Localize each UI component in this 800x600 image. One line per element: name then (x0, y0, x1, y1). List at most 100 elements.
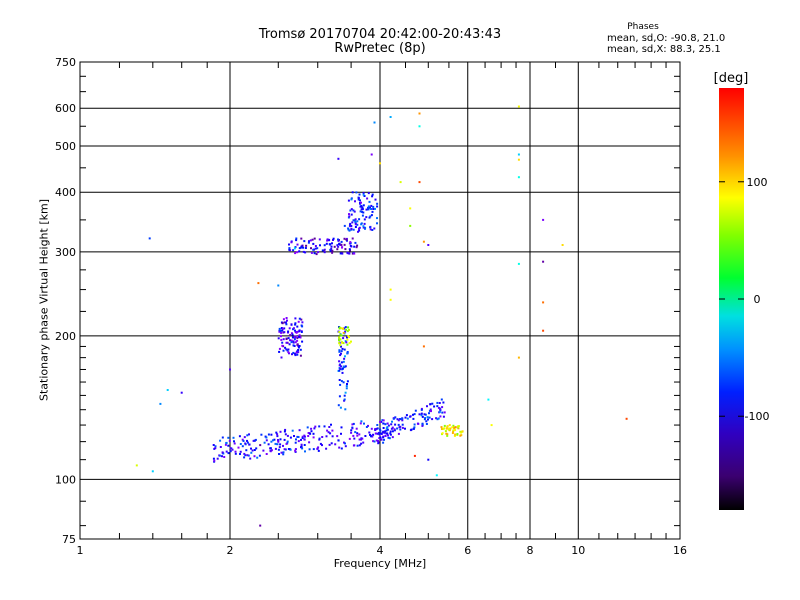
data-point (338, 342, 341, 345)
data-point (282, 444, 284, 447)
data-point (258, 454, 261, 457)
data-point (292, 344, 295, 347)
data-point (321, 249, 324, 252)
data-point (274, 442, 277, 445)
data-point (290, 323, 293, 326)
data-point (425, 420, 428, 423)
data-point (364, 227, 366, 230)
data-point (327, 239, 330, 242)
data-point (300, 246, 303, 249)
data-point (371, 193, 374, 196)
data-point (287, 337, 290, 340)
data-point (365, 208, 368, 211)
data-point (135, 464, 138, 467)
data-point (229, 368, 231, 371)
data-point (542, 329, 545, 332)
data-point (368, 431, 371, 434)
data-point (306, 426, 309, 429)
data-point (404, 416, 407, 419)
data-point (346, 338, 349, 341)
data-point (373, 227, 376, 230)
data-point (294, 441, 297, 444)
phase-stats-heading: Phases (627, 22, 659, 32)
data-point (298, 345, 301, 347)
data-point (413, 423, 416, 426)
plot-frame (79, 61, 681, 540)
data-point (360, 205, 363, 208)
data-point (298, 429, 301, 432)
data-point (343, 394, 346, 397)
data-point (362, 204, 365, 207)
data-point (281, 341, 284, 344)
data-point (303, 438, 306, 441)
data-point (310, 251, 313, 254)
data-point (344, 248, 347, 251)
data-point (295, 438, 297, 441)
data-point (280, 327, 283, 329)
data-point (413, 454, 416, 457)
data-point (337, 439, 340, 442)
colorbar-tick-label: 100 (747, 176, 768, 189)
data-point (542, 260, 545, 263)
data-point (346, 380, 349, 383)
data-point (345, 238, 348, 241)
data-point (216, 457, 219, 460)
data-point (227, 452, 230, 455)
data-point (286, 434, 289, 437)
data-point (283, 430, 286, 433)
data-point (350, 429, 353, 432)
colorbar-ticks: 100 0 -100 (719, 176, 769, 423)
data-point (256, 456, 259, 459)
data-point (361, 437, 364, 440)
data-point (232, 436, 235, 439)
data-point (399, 425, 402, 428)
data-point (418, 181, 421, 184)
data-point (374, 432, 377, 435)
data-point (321, 436, 324, 438)
data-point (250, 447, 252, 450)
data-point (367, 208, 370, 211)
data-point (446, 425, 449, 428)
data-point (294, 341, 297, 344)
data-point (223, 456, 226, 458)
data-point (342, 365, 345, 368)
data-point (348, 342, 351, 345)
data-point (350, 340, 352, 343)
data-point (229, 447, 232, 450)
data-point (347, 216, 350, 219)
data-point (342, 327, 345, 330)
data-point (436, 418, 439, 421)
data-point (350, 208, 353, 211)
data-point (429, 408, 432, 411)
data-point (342, 331, 345, 334)
data-point (308, 441, 311, 444)
data-point (357, 230, 359, 233)
data-point (354, 218, 357, 221)
data-point (278, 350, 281, 353)
data-point (295, 351, 298, 354)
data-point (346, 330, 349, 333)
data-point (243, 456, 246, 459)
data-point (300, 318, 303, 321)
data-point (312, 248, 315, 251)
data-point (389, 298, 392, 301)
data-point (359, 210, 362, 213)
data-point (394, 416, 397, 419)
data-point (269, 447, 272, 450)
data-point (362, 192, 365, 195)
data-point (342, 360, 345, 363)
data-point (278, 327, 281, 330)
data-point (330, 442, 333, 445)
x-axis-label: Frequency [MHz] (333, 557, 427, 570)
data-point (561, 244, 564, 246)
data-point (248, 433, 250, 436)
data-point (423, 418, 426, 421)
data-point (295, 237, 298, 240)
data-point (362, 441, 365, 444)
data-point (310, 247, 312, 250)
data-point (325, 447, 328, 450)
data-point (454, 426, 457, 429)
data-point (441, 432, 444, 435)
data-point (293, 247, 296, 250)
data-point (338, 360, 341, 363)
